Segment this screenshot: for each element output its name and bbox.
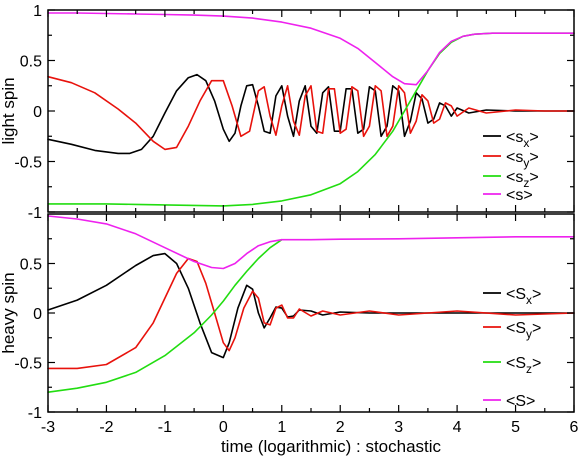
y-tick-label: -1 xyxy=(28,205,42,222)
time-axis-label: time (logarithmic) : stochastic xyxy=(221,437,442,456)
y-tick-label: 0.5 xyxy=(20,257,42,274)
x-tick-label: 2 xyxy=(336,419,345,436)
light-legend: <sx><sy><sz><s> xyxy=(483,129,539,204)
legend-label: <Sx> xyxy=(506,286,541,307)
x-tick-label: 6 xyxy=(570,419,579,436)
heavy-series-0 xyxy=(47,252,575,359)
y-tick-label: -0.5 xyxy=(14,356,42,373)
heavy-series-2 xyxy=(47,238,283,393)
y-tick-label: -0.5 xyxy=(14,155,42,172)
x-tick-label: 1 xyxy=(277,419,286,436)
y-tick-label: 0.5 xyxy=(20,54,42,71)
y-tick-label: 0 xyxy=(33,104,42,121)
legend-label: <Sy> xyxy=(506,320,541,341)
legend-label: <Sz> xyxy=(506,355,541,376)
heavy-series-1 xyxy=(47,257,575,370)
heavy-series-3 xyxy=(47,215,575,270)
heavy-spin-axis-label: heavy spin xyxy=(0,272,18,353)
x-tick-label: -3 xyxy=(41,419,55,436)
light-series-2 xyxy=(47,32,575,207)
y-tick-label: 1 xyxy=(33,3,42,20)
x-tick-label: -1 xyxy=(158,419,172,436)
legend-label: <sy> xyxy=(506,149,539,170)
light-spin-panel: -1 -0.5 0 0.5 1 light spin <sx><sy><sz><s> xyxy=(0,3,575,222)
y-tick-label: -1 xyxy=(28,405,42,422)
light-series-1 xyxy=(47,75,575,151)
light-spin-axis-label: light spin xyxy=(0,77,18,144)
light-series-0 xyxy=(47,73,575,155)
x-tick-label: 4 xyxy=(453,419,462,436)
y-tick-label: 0 xyxy=(33,306,42,323)
legend-label: <S> xyxy=(506,393,535,410)
light-series-3 xyxy=(47,12,575,86)
legend-label: <s> xyxy=(506,187,533,204)
x-tick-label: 5 xyxy=(511,419,520,436)
legend-label: <sx> xyxy=(506,129,539,150)
heavy-legend: <Sx> <Sy> <Sz> <S> xyxy=(483,286,541,410)
x-tick-label: 3 xyxy=(394,419,403,436)
x-tick-label: 0 xyxy=(219,419,228,436)
legend-label: <sz> xyxy=(506,169,539,190)
x-tick-label: -2 xyxy=(99,419,113,436)
